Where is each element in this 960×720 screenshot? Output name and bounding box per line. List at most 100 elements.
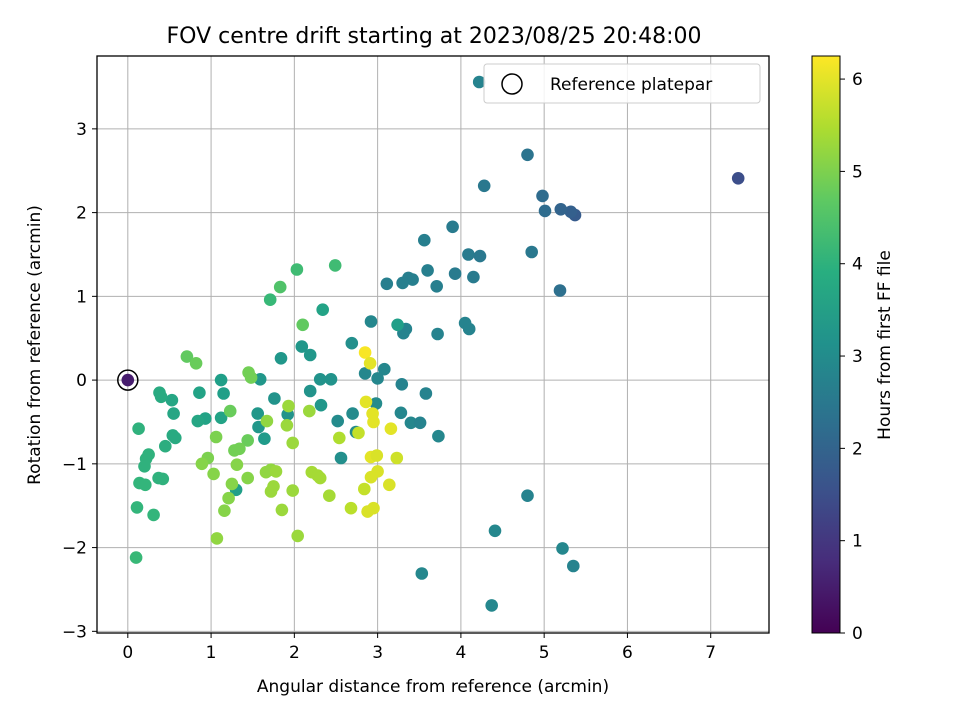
colorbar-tick-label: 0 [852, 624, 863, 644]
legend-box [483, 63, 761, 104]
y-tick-label: 3 [76, 120, 87, 140]
data-point [346, 407, 359, 420]
data-point [359, 395, 373, 409]
colorbar-label: Hours from first FF file [875, 250, 895, 440]
data-point [371, 372, 384, 385]
data-point [383, 478, 396, 492]
data-point [274, 352, 288, 365]
data-point [303, 384, 317, 398]
data-point [364, 315, 378, 328]
data-point [564, 205, 578, 219]
data-point [241, 434, 254, 447]
colorbar-tick-label: 4 [852, 255, 863, 275]
y-axis-label: Rotation from reference (arcmin) [25, 205, 45, 485]
data-point [413, 416, 427, 430]
data-point [370, 449, 384, 462]
data-point [472, 75, 486, 89]
y-tick-label: 0 [76, 371, 87, 391]
reference-point [117, 369, 139, 391]
data-point [313, 373, 327, 386]
data-point [282, 399, 295, 413]
data-point [485, 599, 499, 612]
data-point [218, 504, 231, 517]
data-point [286, 436, 300, 450]
data-point [345, 336, 359, 350]
data-point [331, 414, 345, 428]
legend-marker [501, 73, 523, 95]
data-point [418, 233, 431, 247]
data-point [525, 245, 538, 259]
y-tick-label: 2 [76, 204, 87, 224]
data-point [384, 422, 398, 436]
data-point [462, 322, 476, 336]
data-point [421, 264, 434, 277]
data-point [303, 404, 316, 418]
data-point [260, 414, 274, 428]
data-point [147, 508, 160, 522]
plot-frame [96, 55, 770, 634]
data-point [251, 407, 264, 420]
data-point [324, 373, 338, 386]
data-point [432, 429, 445, 443]
data-point [380, 277, 394, 291]
data-point [156, 472, 170, 486]
colorbar: 0 1 2 3 4 5 6 Hours from first FF file [811, 55, 895, 644]
data-point [358, 367, 372, 380]
data-point [446, 220, 459, 234]
data-point [363, 357, 377, 370]
data-point [431, 327, 444, 341]
x-tick-label: 6 [622, 643, 633, 663]
data-point [269, 465, 283, 478]
data-point [554, 203, 568, 216]
x-tick-label: 7 [705, 643, 716, 663]
x-tick-label: 5 [539, 643, 550, 663]
data-point [130, 501, 144, 514]
reference-point-ring [117, 369, 139, 391]
data-point [290, 263, 304, 276]
data-point [358, 482, 371, 496]
colorbar-ticks: 0 1 2 3 4 5 6 [840, 70, 863, 644]
data-points [129, 75, 745, 612]
data-point [139, 478, 152, 492]
data-point [132, 422, 145, 436]
data-point [352, 426, 365, 440]
data-point [367, 415, 380, 429]
data-point [222, 491, 235, 505]
data-point [364, 470, 378, 484]
colorbar-tick-label: 2 [852, 439, 863, 459]
data-point [731, 172, 745, 185]
data-point [367, 501, 380, 515]
data-point [241, 471, 254, 485]
data-point [344, 501, 358, 515]
data-point [462, 248, 475, 261]
data-point [209, 430, 223, 444]
data-point [263, 293, 277, 307]
data-point [280, 419, 294, 432]
legend: Reference platepar [483, 63, 761, 104]
data-point [214, 373, 228, 387]
data-point [167, 407, 180, 420]
data-point [390, 451, 404, 465]
data-point [217, 387, 230, 400]
data-point [189, 357, 203, 370]
x-tick-label: 0 [122, 643, 133, 663]
chart-title: FOV centre drift starting at 2023/08/25 … [167, 24, 702, 49]
data-point [264, 485, 278, 498]
data-point [214, 411, 228, 425]
data-point [296, 318, 310, 332]
data-point [180, 350, 194, 363]
data-point [138, 460, 151, 473]
colorbar-tick-label: 1 [852, 532, 863, 552]
grid-lines [97, 56, 769, 633]
data-point [244, 371, 258, 384]
data-point [286, 484, 300, 497]
data-point [556, 542, 569, 555]
data-point [165, 393, 179, 407]
reference-point-marker [121, 373, 135, 387]
legend-label: Reference platepar [550, 75, 712, 95]
data-point [223, 404, 237, 418]
data-point [295, 340, 309, 353]
data-point [536, 189, 549, 203]
data-point [273, 280, 287, 294]
